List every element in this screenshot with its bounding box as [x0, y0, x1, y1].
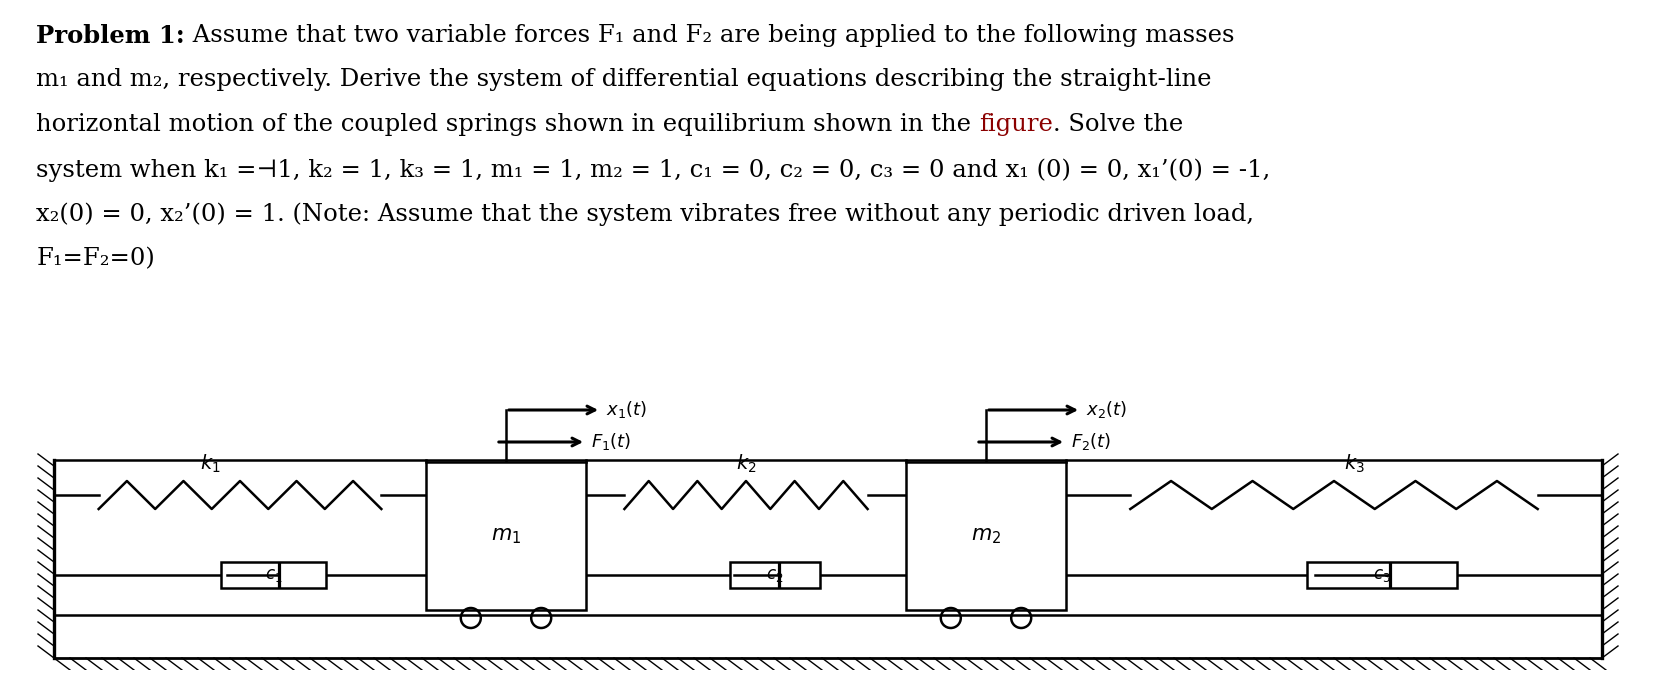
Text: $k_3$: $k_3$	[1342, 453, 1364, 475]
Text: $m_1$: $m_1$	[490, 526, 521, 546]
Text: $c_2$: $c_2$	[766, 567, 783, 584]
Text: Problem 1:: Problem 1:	[36, 24, 185, 47]
Text: m₁ and m₂, respectively. Derive the system of differential equations describing : m₁ and m₂, respectively. Derive the syst…	[36, 68, 1211, 92]
Bar	[730, 562, 819, 588]
Text: $x_1(t)$: $x_1(t)$	[606, 399, 647, 420]
Text: x₂(0) = 0, x₂’(0) = 1. (Note: Assume that the system vibrates free without any p: x₂(0) = 0, x₂’(0) = 1. (Note: Assume tha…	[36, 203, 1254, 226]
Bar	[425, 462, 586, 610]
Text: $k_1$: $k_1$	[200, 453, 220, 475]
Text: horizontal motion of the coupled springs shown in equilibrium shown in the: horizontal motion of the coupled springs…	[36, 113, 978, 136]
Bar	[905, 462, 1066, 610]
Text: $F_2(t)$: $F_2(t)$	[1071, 431, 1111, 452]
Text: $k_2$: $k_2$	[735, 453, 756, 475]
Bar	[1306, 562, 1456, 588]
Text: F₁=F₂=0): F₁=F₂=0)	[36, 247, 156, 271]
Bar	[222, 562, 326, 588]
Text: $F_1(t)$: $F_1(t)$	[591, 431, 631, 452]
Text: $m_2$: $m_2$	[970, 526, 1001, 546]
Text: figure: figure	[978, 113, 1053, 136]
Text: . Solve the: . Solve the	[1053, 113, 1183, 136]
Text: Assume that two variable forces F₁ and F₂ are being applied to the following mas: Assume that two variable forces F₁ and F…	[185, 24, 1235, 47]
Text: $c_3$: $c_3$	[1372, 567, 1390, 584]
Text: system when k₁ =⊣1, k₂ = 1, k₃ = 1, m₁ = 1, m₂ = 1, c₁ = 0, c₂ = 0, c₃ = 0 and x: system when k₁ =⊣1, k₂ = 1, k₃ = 1, m₁ =…	[36, 158, 1269, 182]
Text: $c_1$: $c_1$	[265, 567, 281, 584]
Text: $x_2(t)$: $x_2(t)$	[1086, 399, 1127, 420]
